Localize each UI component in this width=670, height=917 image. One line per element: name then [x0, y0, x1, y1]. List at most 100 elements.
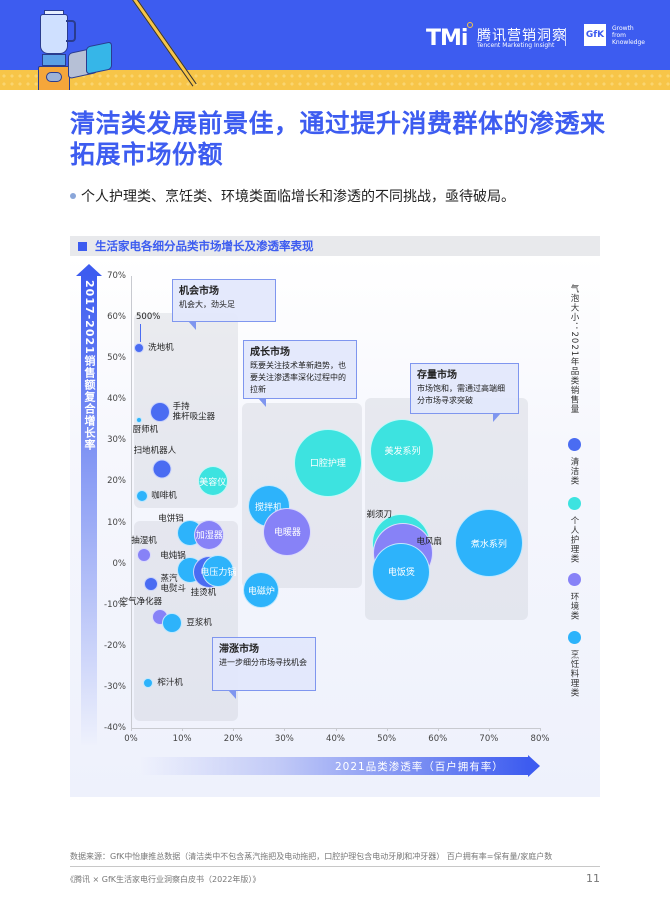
- x-tick-mark: [386, 728, 388, 731]
- bubble-point[interactable]: 电暖器: [263, 507, 312, 556]
- annotation-500: 500%: [136, 312, 161, 322]
- legend-item: 个人护理类: [566, 497, 582, 564]
- bubble-point[interactable]: [137, 548, 152, 563]
- bubble-point[interactable]: 美发系列: [370, 418, 435, 483]
- y-tick-label: -30%: [104, 681, 126, 692]
- bubble-label: 洗地机: [148, 342, 174, 353]
- bubble-label: 电饼铛: [158, 513, 184, 524]
- tmi-logo-cn: 腾讯营销洞察: [477, 28, 567, 44]
- legend-dot-icon: [567, 497, 581, 510]
- bubble-point[interactable]: [143, 677, 154, 688]
- bubble-point[interactable]: [149, 401, 170, 422]
- annotation-leader-line: [140, 324, 141, 342]
- legend-label: 烹饪料理类: [569, 650, 579, 698]
- bubble-label: 电压力锅: [200, 567, 237, 578]
- x-tick-mark: [540, 728, 541, 731]
- callout-opportunity: 机会市场 机会大，劲头足: [172, 279, 276, 330]
- y-tick-label: 60%: [107, 312, 126, 323]
- legend-dot-icon: [567, 438, 581, 451]
- callout-stagnant: 滞涨市场 进一步细分市场寻找机会: [212, 637, 316, 699]
- bubble-label: 电磁炉: [247, 586, 275, 597]
- y-axis-arrow: [81, 275, 97, 745]
- bubble-chart-plot: 70% 60% 50% 40% 30% 20% 10% 0% -10% -20% -30% -40% …: [104, 271, 549, 744]
- bubble-label: 电饭煲: [387, 568, 415, 579]
- bubble-point[interactable]: [144, 577, 159, 592]
- x-tick-mark: [284, 728, 286, 731]
- bubble-label: 榨汁机: [157, 677, 183, 688]
- bubble-point[interactable]: [152, 459, 172, 479]
- bubble-point[interactable]: 电磁炉: [243, 572, 280, 609]
- legend-label: 环境类: [569, 592, 579, 621]
- legend-item: 烹饪料理类: [566, 631, 582, 698]
- bubble-point[interactable]: 美容仪: [197, 466, 228, 497]
- bubble-point[interactable]: [136, 489, 149, 502]
- x-tick-label: 20%: [223, 734, 243, 744]
- publication-title: 《腾讯 × GfK生活家电行业洞察白皮书（2022年版）》: [66, 875, 261, 884]
- blender-illustration-icon: [36, 10, 76, 90]
- y-tick-label: -40%: [104, 723, 126, 733]
- y-tick-label: -10%: [104, 599, 126, 610]
- x-tick-mark: [182, 728, 184, 731]
- legend-item: 清洁类: [566, 438, 582, 486]
- bubble-label: 扫地机器人: [133, 446, 177, 457]
- gfk-logo: GfK: [584, 24, 606, 46]
- bubble-label: 豆浆机: [186, 618, 212, 629]
- x-tick-label: 50%: [377, 734, 397, 744]
- tmi-logo-en: Tencent Marketing Insight: [477, 42, 555, 49]
- bubble-label: 挂烫机: [190, 587, 217, 598]
- x-tick-label: 40%: [326, 734, 345, 744]
- grill-illustration-icon: [86, 41, 112, 75]
- bubble-label: 抽湿机: [131, 536, 157, 547]
- x-tick-mark: [437, 728, 439, 731]
- bubble-label: 厨师机: [132, 424, 159, 435]
- header-banner: TMi 腾讯营销洞察 Tencent Marketing Insight GfK…: [0, 0, 670, 90]
- y-tick-label: -20%: [104, 640, 126, 651]
- square-icon: [78, 241, 87, 251]
- x-axis-label: 2021品类渗透率（百户拥有率）: [335, 761, 504, 773]
- bubble-point[interactable]: [135, 416, 142, 423]
- callout-stock: 存量市场 市场饱和，需通过高端细分市场寻求突破: [410, 363, 519, 422]
- x-axis-arrow: [140, 757, 528, 775]
- bubble-point[interactable]: [162, 613, 183, 634]
- legend-dot-icon: [567, 631, 581, 644]
- y-tick-label: 50%: [107, 353, 126, 364]
- bubble-label: 空气净化器: [119, 597, 163, 608]
- x-tick-mark: [233, 728, 235, 731]
- y-tick-label: 10%: [107, 517, 126, 528]
- gfk-tagline: Growth from Knowledge: [612, 25, 645, 46]
- bubble-point[interactable]: 煮水系列: [454, 509, 523, 578]
- legend-title: 气泡大小：2021年品类销售量: [569, 284, 579, 415]
- y-tick-label: 0%: [112, 558, 127, 569]
- bubble-label: 加湿器: [195, 531, 223, 542]
- logo-divider: [565, 28, 566, 46]
- bullet-icon: [70, 193, 76, 199]
- bubble-point[interactable]: 电压力锅: [200, 555, 237, 588]
- bubble-label: 电炖锅: [160, 550, 186, 561]
- footer-divider: [70, 866, 600, 867]
- y-tick-label: 70%: [107, 271, 126, 281]
- bubble-label: 搅拌机: [255, 502, 283, 513]
- bubble-point[interactable]: 加湿器: [194, 519, 225, 550]
- bubble-label: 电暖器: [273, 528, 301, 539]
- bubble-point[interactable]: 口腔护理: [293, 428, 362, 497]
- x-tick-label: 70%: [479, 734, 499, 744]
- bubble-label: 剃须刀: [366, 510, 392, 521]
- callout-growth: 成长市场 既要关注技术革新趋势，也要关注渗透率深化过程中的拉新: [243, 340, 357, 407]
- bubble-label: 咖啡机: [151, 490, 177, 501]
- x-tick-mark: [335, 728, 337, 731]
- legend-dot-icon: [567, 573, 581, 586]
- bubble-label: 美容仪: [199, 477, 227, 488]
- page-number: 11: [586, 872, 600, 885]
- y-tick-label: 30%: [107, 435, 126, 446]
- chart-heading-text: 生活家电各细分品类市场增长及渗透率表现: [95, 239, 314, 253]
- banner-pattern: [0, 72, 670, 88]
- legend-label: 清洁类: [569, 457, 579, 486]
- page-title: 清洁类发展前景佳，通过提升消费群体的渗透来拓展市场份额: [70, 109, 606, 169]
- data-source: 数据来源：GfK中怡康推总数据（清洁类中不包含蒸汽拖把及电动拖把，口腔护理包含电…: [70, 852, 553, 861]
- bubble-label: 口腔护理: [309, 459, 346, 470]
- x-tick-label: 80%: [530, 734, 550, 744]
- subtitle: 个人护理类、烹饪类、环境类面临增长和渗透的不同挑战，亟待破局。: [70, 186, 515, 206]
- bubble-point[interactable]: 电饭煲: [372, 542, 431, 601]
- y-tick-label: 40%: [107, 394, 126, 405]
- bubble-point[interactable]: [134, 342, 145, 353]
